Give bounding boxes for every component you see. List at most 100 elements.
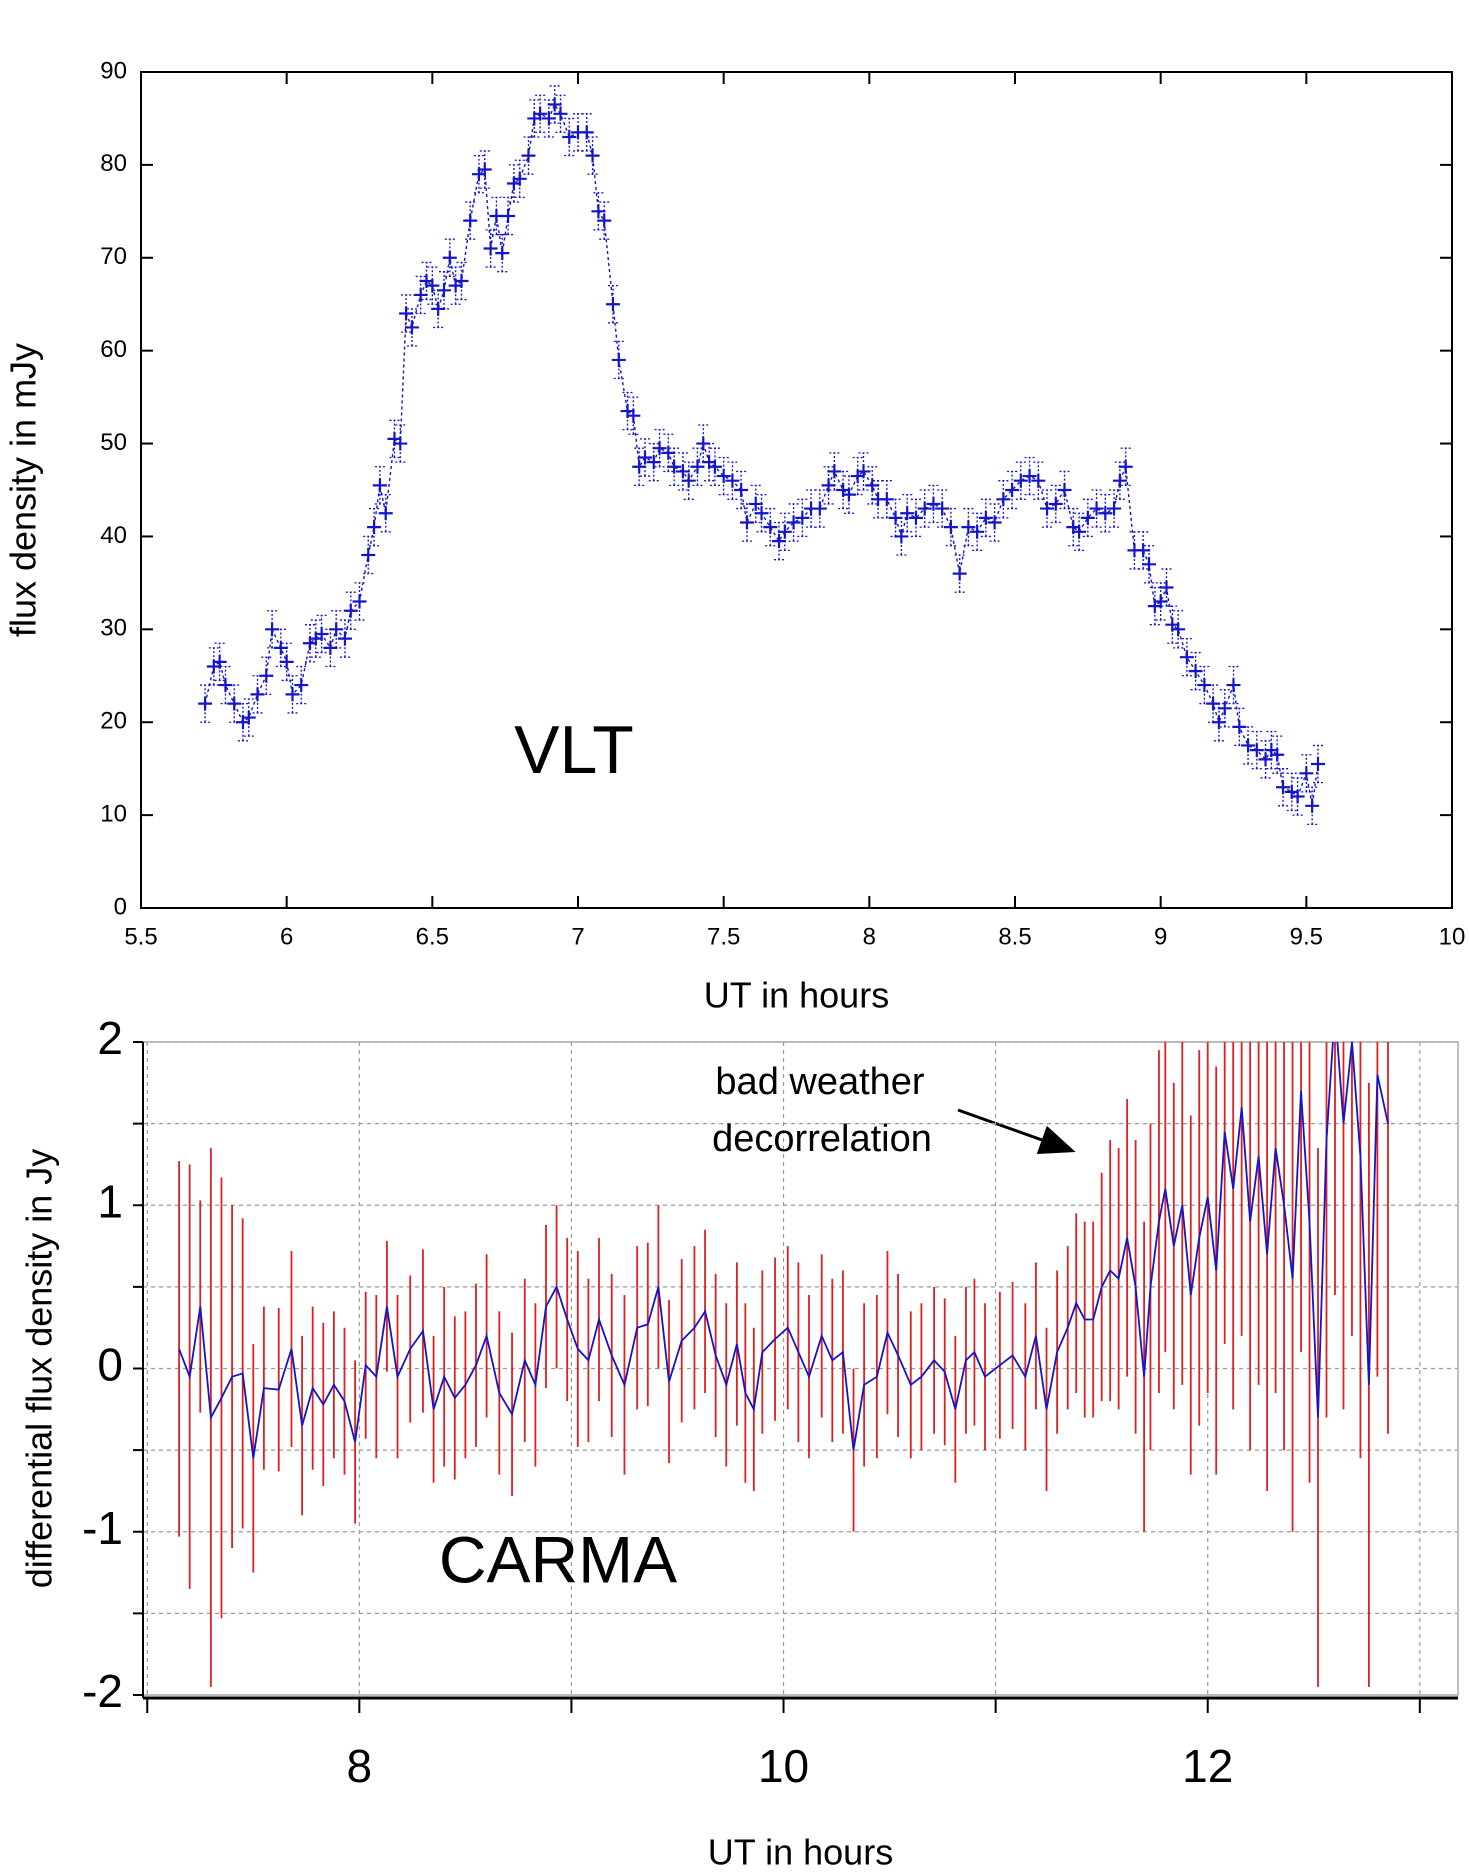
error-bar: [1074, 512, 1085, 552]
y-tick-label: 90: [100, 57, 127, 84]
data-point: [495, 246, 510, 261]
data-point: [1136, 543, 1151, 558]
x-tick-label: 6: [280, 923, 293, 950]
error-bar: [1167, 605, 1178, 644]
x-tick-label: 12: [1182, 1740, 1233, 1792]
y-tick-label: 20: [100, 708, 127, 735]
error-bar: [1213, 702, 1224, 742]
error-bar: [1015, 461, 1026, 500]
error-bar: [1307, 786, 1318, 826]
error-bar: [692, 447, 703, 487]
error-bar: [465, 201, 476, 240]
data-point: [763, 520, 778, 535]
error-bar: [704, 442, 715, 482]
error-bar: [363, 535, 374, 575]
x-tick-label: 8: [863, 923, 876, 950]
data-point: [1211, 715, 1226, 730]
error-bar: [354, 582, 365, 621]
error-bar: [669, 447, 680, 487]
data-point: [926, 496, 941, 511]
error-bar: [1155, 582, 1166, 621]
plot-area: [178, 1042, 1389, 1687]
data-point: [521, 148, 536, 163]
error-bar: [806, 489, 817, 528]
x-tick-label: 7.5: [707, 923, 740, 950]
data-point: [1112, 473, 1127, 488]
data-point: [865, 478, 880, 493]
error-bar: [593, 192, 604, 231]
data-point: [646, 455, 661, 470]
data-point: [908, 510, 923, 525]
data-point: [1226, 678, 1241, 693]
data-point: [1241, 738, 1256, 753]
data-point: [1270, 747, 1285, 762]
y-axis-label: differential flux density in Jy: [19, 1149, 60, 1589]
error-bar: [237, 702, 248, 742]
data-point: [1072, 524, 1087, 539]
error-bar: [648, 442, 659, 482]
error-bar: [543, 99, 554, 138]
error-bar: [491, 196, 502, 236]
error-bar: [989, 503, 1000, 542]
data-point: [1249, 743, 1264, 758]
data-point: [585, 148, 600, 163]
data-point: [314, 626, 329, 641]
y-tick-label: -1: [82, 1502, 123, 1554]
data-point: [454, 274, 469, 288]
data-point: [675, 464, 690, 479]
error-bar: [709, 447, 720, 487]
data-point: [661, 445, 676, 460]
error-bar: [867, 466, 878, 505]
error-bar: [450, 266, 461, 305]
error-bar: [1243, 726, 1254, 765]
error-bar: [788, 503, 799, 542]
data-line: [178, 1042, 1389, 1459]
error-bar: [523, 136, 534, 175]
plot-frame: [140, 71, 1453, 909]
data-point: [442, 250, 457, 265]
error-bar: [339, 619, 350, 658]
x-axis-label: UT in hours: [704, 975, 889, 1016]
error-bar: [555, 94, 566, 134]
error-bar: [281, 642, 292, 682]
error-bar: [1059, 470, 1070, 510]
data-point: [707, 459, 722, 474]
error-bar: [438, 271, 449, 310]
y-tick-label: 1: [97, 1175, 123, 1227]
error-bar: [1138, 531, 1149, 570]
data-point: [894, 529, 909, 544]
x-tick-label: 10: [758, 1740, 809, 1792]
data-point: [786, 515, 801, 530]
y-tick-label: 80: [100, 150, 127, 177]
data-point: [1217, 701, 1232, 716]
data-point: [343, 603, 358, 618]
error-bar: [200, 684, 211, 723]
y-tick-label: 40: [100, 522, 127, 549]
error-bar: [1068, 507, 1079, 547]
data-point: [591, 204, 606, 219]
data-point: [547, 97, 562, 112]
error-bar: [1007, 470, 1018, 510]
data-point: [1258, 752, 1273, 767]
data-point: [1107, 501, 1122, 516]
error-bar: [208, 647, 219, 686]
error-bar: [919, 489, 930, 528]
data-point: [1171, 622, 1186, 637]
error-bar: [599, 201, 610, 240]
data-point: [681, 473, 696, 488]
error-bar: [1109, 489, 1120, 528]
error-bar: [838, 470, 849, 510]
error-bar: [1219, 689, 1230, 728]
x-tick-label: 8.5: [998, 923, 1031, 950]
y-tick-label: 10: [100, 800, 127, 827]
data-point: [212, 654, 227, 669]
error-bar: [380, 493, 391, 533]
data-point: [1118, 459, 1133, 474]
error-bar: [945, 507, 956, 547]
plot-area: [198, 85, 1325, 826]
data-point: [562, 130, 577, 145]
data-point: [294, 678, 309, 693]
error-bar: [1278, 768, 1289, 807]
data-point: [1310, 757, 1325, 772]
